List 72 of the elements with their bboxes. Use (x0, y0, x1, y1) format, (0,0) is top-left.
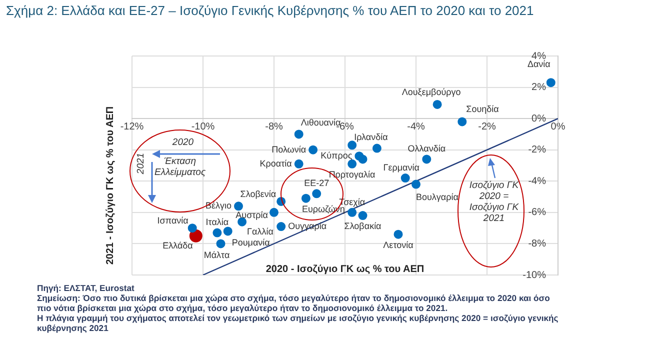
point (358, 154, 368, 164)
x-tick-label: -2% (478, 121, 496, 132)
x-tick-label: -4% (407, 121, 425, 132)
annotation: Βέλγιο (205, 200, 232, 211)
annotation: Ιταλία (206, 217, 229, 228)
annotation: Αυστρία (236, 210, 268, 220)
point (189, 229, 202, 242)
point (223, 226, 232, 236)
annotation: Ολλανδία (408, 144, 446, 154)
annotation: Ισοζύγιο ΓΚ 2020 = Ισοζύγιο ΓΚ 2021 (468, 180, 520, 224)
point (432, 100, 442, 109)
annotation: Βουλγαρία (416, 192, 458, 202)
annotation: Λετονία (383, 240, 414, 250)
point (216, 239, 226, 248)
point (188, 224, 197, 233)
annotation: Σλοβακία (344, 221, 382, 232)
y-tick-label: -2% (528, 144, 546, 156)
annotation: Δανία (527, 59, 550, 70)
point (546, 78, 556, 88)
annotation: Έκταση Ελλείμματος (153, 156, 207, 178)
annotation: Σλοβενία (240, 188, 276, 199)
annotation: 2020 (171, 137, 195, 148)
x-tick-label: -10% (191, 121, 215, 132)
y-tick-label: -10% (522, 270, 546, 281)
annotation: ΕΕ-27 (304, 178, 330, 188)
annotation: Ισπανία (157, 216, 188, 226)
y-tick-label: 0% (532, 113, 546, 124)
annotation: Κροατία (260, 158, 292, 168)
chart-title: Σχήμα 2: Ελλάδα και ΕΕ-27 – Ισοζύγιο Γενικής Κυβέρνησης % του ΑΕΠ το 2020 και το 2021 (6, 3, 534, 18)
annotation: Γαλλία (247, 226, 274, 236)
y-tick-label: -4% (528, 176, 546, 187)
y-tick-label: 4% (532, 50, 546, 62)
point (422, 154, 432, 164)
point (348, 140, 357, 150)
point (358, 211, 368, 220)
point (348, 159, 357, 168)
annotation: Ελλάδα (162, 240, 193, 250)
point (234, 202, 243, 211)
x-tick-label: 0% (550, 121, 566, 132)
point (308, 145, 318, 154)
x-tick-label: -8% (265, 121, 283, 132)
x-tick-label: -12% (120, 121, 144, 132)
annotation: Κύπρος (320, 150, 353, 161)
point (294, 159, 304, 168)
point (458, 117, 467, 126)
text: Η πλάγια γραμμή του σχήματος αποτελεί τον γεωμετρικό των σημείων με ισοζύγιο γενικής κυβέρνησης 2020 = ισοζύγιο γενικής κυβέρνησης 2021 (37, 313, 560, 333)
point (400, 174, 410, 183)
y-axis-title: 2021 - Ισοζύγιο ΓΚ ως % του ΑΕΠ (104, 106, 116, 265)
point (301, 194, 310, 203)
annotation: Λουξεμβούργο (402, 86, 461, 97)
y-tick-label: 2% (532, 82, 546, 94)
annotation: Πολωνία (272, 144, 306, 154)
annotation: Μάλτα (204, 250, 230, 260)
point (212, 228, 222, 238)
point (276, 222, 286, 232)
point (294, 130, 304, 139)
point (412, 180, 420, 189)
x-axis-title: 2020 - Ισοζύγιο ΓΚ ως % του ΑΕΠ (266, 264, 424, 275)
point (394, 230, 403, 239)
point (270, 208, 278, 217)
point (348, 208, 357, 217)
annotation: 2021 (136, 152, 146, 176)
text: Σημείωση: Όσο πιο δυτικά βρίσκεται μια χώρα στο σχήμα, τόσο μεγαλύτερο ήταν το δημοσιονομικό έλλειμμα το 2020 και όσο πιο νότια βρίσκεται μια χώρα στο σχήμα, τόσο μεγαλύτερο ήταν το δημοσιονομικό έλλειμμα το 2021. (37, 293, 551, 313)
annotation: Ρουμανία (232, 238, 270, 248)
annotation: Ιρλανδία (354, 132, 388, 142)
annotation: Γερμανία (383, 162, 420, 172)
text: Πηγή: ΕΛΣΤΑΤ, Eurostat (37, 283, 136, 293)
annotation: Σουηδία (466, 104, 499, 114)
y-tick-label: -6% (528, 207, 546, 218)
point (372, 144, 382, 153)
point (312, 189, 322, 198)
y-tick-label: -8% (528, 238, 546, 250)
